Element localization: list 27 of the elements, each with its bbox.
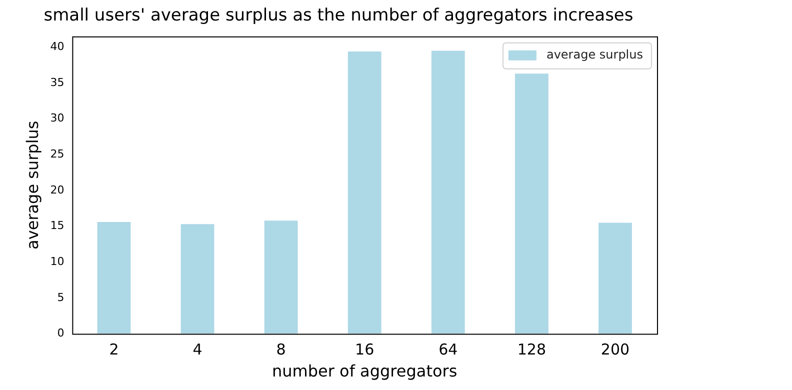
y-tick-label: 20 (50, 183, 64, 196)
x-tick-label: 8 (276, 340, 286, 359)
y-tick-label: 35 (50, 76, 64, 89)
chart-title: small users' average surplus as the number of aggregators increases (44, 6, 634, 26)
y-tick-label: 0 (57, 326, 64, 340)
legend-label: average surplus (546, 48, 644, 62)
y-tick-label: 15 (50, 219, 64, 232)
x-tick-label: 2 (109, 340, 119, 359)
x-tick-label: 4 (192, 340, 202, 359)
y-tick-label: 25 (50, 148, 64, 161)
x-axis-title: number of aggregators (272, 362, 458, 381)
x-tick-label: 16 (355, 340, 374, 359)
bar (431, 50, 465, 334)
y-axis-title: average surplus (22, 120, 42, 250)
bar (97, 222, 131, 334)
x-tick-label: 128 (517, 340, 546, 359)
bar (598, 222, 632, 334)
x-tick-label: 200 (600, 340, 630, 359)
y-tick-label: 30 (50, 112, 64, 125)
bar (180, 224, 214, 334)
y-tick-label: 5 (57, 290, 64, 304)
bar (264, 220, 298, 334)
x-tick-label: 64 (438, 340, 458, 359)
bar (348, 51, 382, 334)
y-tick-label: 40 (50, 40, 64, 54)
y-tick-label: 10 (50, 254, 64, 268)
bar (514, 74, 548, 334)
